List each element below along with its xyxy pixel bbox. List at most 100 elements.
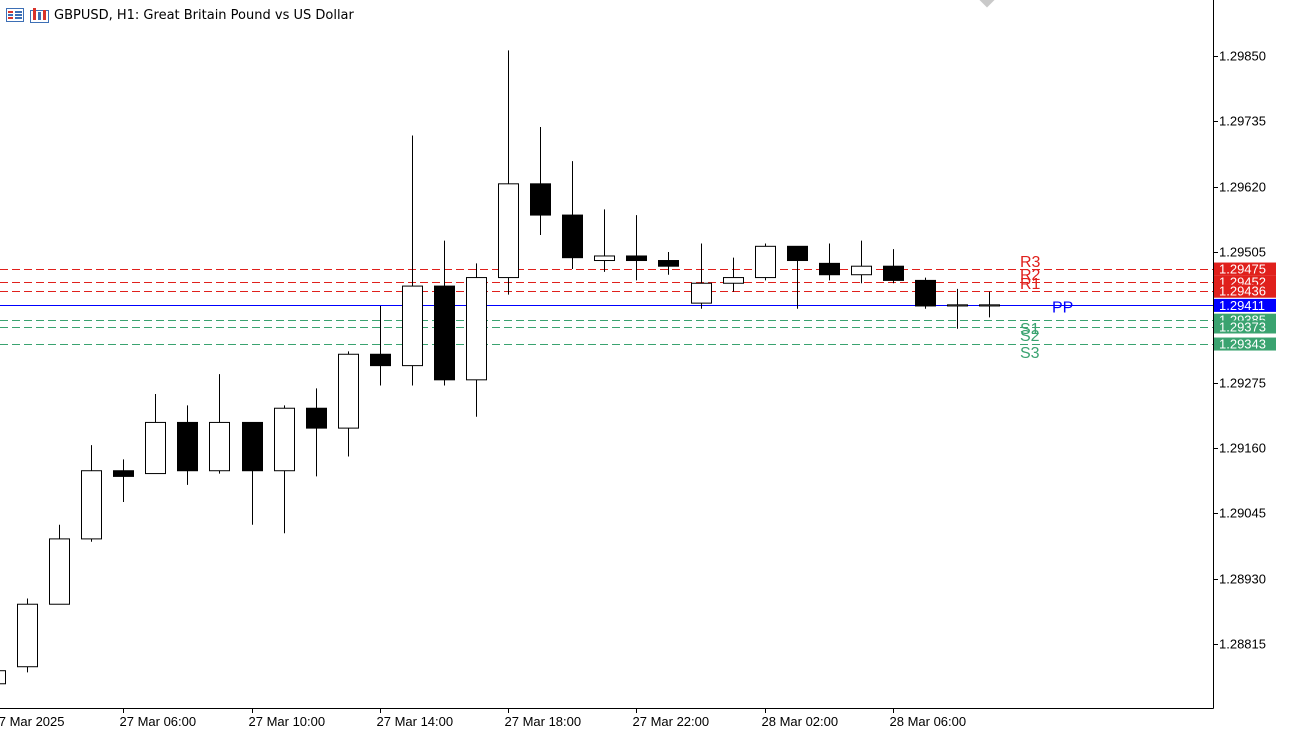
- candle: [947, 288, 968, 329]
- candle-body-bull: [81, 470, 102, 540]
- candle: [370, 305, 391, 386]
- candle: [17, 598, 38, 673]
- candle-body-bear: [562, 214, 583, 259]
- candle-body-bear: [113, 470, 134, 477]
- candle: [498, 50, 519, 295]
- candle-body-bull: [209, 421, 230, 472]
- candle: [755, 243, 776, 281]
- chart-header: GBPUSD, H1: Great Britain Pound vs US Do…: [6, 5, 354, 25]
- candle: [81, 445, 102, 542]
- candle: [113, 459, 134, 502]
- candle-body-bull: [0, 670, 6, 685]
- candle: [723, 257, 744, 292]
- candle: [466, 263, 487, 417]
- level-label-s2: S2: [1020, 328, 1040, 345]
- candle: [594, 209, 615, 272]
- price-tag-box: [1214, 262, 1276, 276]
- candle: [979, 291, 1000, 318]
- price-tag-text: 1.29343: [1219, 337, 1266, 352]
- candle-body-bear: [915, 279, 936, 307]
- price-tag-box: [1214, 284, 1276, 298]
- level-label-r2: R2: [1020, 267, 1041, 284]
- candle: [562, 161, 583, 270]
- price-tag-text: 1.29411: [1219, 298, 1265, 313]
- candle-body-bull: [723, 277, 744, 284]
- chart-title: GBPUSD, H1: Great Britain Pound vs US Do…: [54, 7, 354, 23]
- candle-body-bear: [306, 407, 327, 429]
- candle: [915, 277, 936, 309]
- price-tag-r1: 1.29436: [1214, 284, 1276, 299]
- candle-body-bull: [851, 265, 872, 276]
- price-tag-text: 1.29436: [1219, 284, 1266, 299]
- level-label-s1: S1: [1020, 321, 1040, 338]
- price-tag-box: [1214, 320, 1276, 334]
- candle: [338, 351, 359, 457]
- level-label-s3: S3: [1020, 345, 1040, 362]
- candle: [851, 240, 872, 284]
- candle: [626, 215, 647, 281]
- candle-body-bull: [594, 255, 615, 262]
- candle-body-bull: [979, 304, 1000, 307]
- level-label-r1: R1: [1020, 276, 1041, 293]
- x-tick-label: 27 Mar 2025: [0, 714, 65, 729]
- candle-body-bull: [49, 538, 70, 605]
- candle: [402, 135, 423, 386]
- candle-body-bull: [498, 183, 519, 279]
- candle-body-bear: [530, 183, 551, 216]
- candle-body-bull: [402, 285, 423, 367]
- candle: [819, 243, 840, 281]
- candle: [209, 374, 230, 474]
- y-tick-label: 1.29045: [1219, 506, 1266, 521]
- candle-body-bull: [274, 407, 295, 472]
- price-tag-r3: 1.29475: [1214, 262, 1276, 277]
- candle: [177, 405, 198, 485]
- candle: [49, 524, 70, 605]
- price-tag-text: 1.29373: [1219, 319, 1266, 334]
- candles: [0, 50, 1000, 685]
- candle-body-bull: [338, 353, 359, 429]
- candle-body-bear: [658, 260, 679, 267]
- chart-window-icon[interactable]: [30, 7, 49, 23]
- candles-menu-icon[interactable]: [6, 7, 24, 23]
- candle: [242, 421, 263, 525]
- candle: [274, 405, 295, 534]
- price-tag-text: 1.29475: [1219, 262, 1266, 277]
- candle: [434, 240, 455, 386]
- candle-body-bear: [787, 245, 808, 262]
- x-tick-label: 27 Mar 14:00: [377, 714, 454, 729]
- candle: [306, 388, 327, 477]
- candle: [883, 249, 904, 284]
- price-tag-box: [1214, 298, 1276, 312]
- candle: [691, 243, 712, 309]
- x-tick-label: 27 Mar 22:00: [633, 714, 710, 729]
- candle-body-bear: [626, 255, 647, 262]
- candle-body-bull: [755, 245, 776, 279]
- candle-body-bull: [466, 277, 487, 381]
- y-tick-label: 1.29735: [1219, 114, 1266, 129]
- candle-body-bear: [819, 262, 840, 276]
- x-tick-label: 27 Mar 06:00: [120, 714, 197, 729]
- candle-body-bull: [145, 421, 166, 475]
- candle: [145, 394, 166, 475]
- x-tick-label: 27 Mar 10:00: [249, 714, 326, 729]
- y-tick-label: 1.29850: [1219, 49, 1266, 64]
- x-tick-label: 28 Mar 02:00: [762, 714, 839, 729]
- y-tick-label: 1.29160: [1219, 441, 1266, 456]
- candle-body-bull: [947, 304, 968, 307]
- x-tick-label: 28 Mar 06:00: [890, 714, 967, 729]
- candle-body-bear: [883, 265, 904, 281]
- candle-body-bull: [17, 603, 38, 668]
- level-label-pp: PP: [1052, 299, 1073, 316]
- candle-body-bear: [370, 353, 391, 367]
- candle: [0, 670, 6, 685]
- candle-body-bull: [691, 282, 712, 304]
- y-tick-label: 1.29620: [1219, 180, 1266, 195]
- candle-body-bear: [242, 421, 263, 472]
- x-tick-label: 27 Mar 18:00: [505, 714, 582, 729]
- level-label-r3: R3: [1020, 254, 1041, 271]
- candle: [658, 252, 679, 275]
- y-tick-label: 1.28930: [1219, 572, 1266, 587]
